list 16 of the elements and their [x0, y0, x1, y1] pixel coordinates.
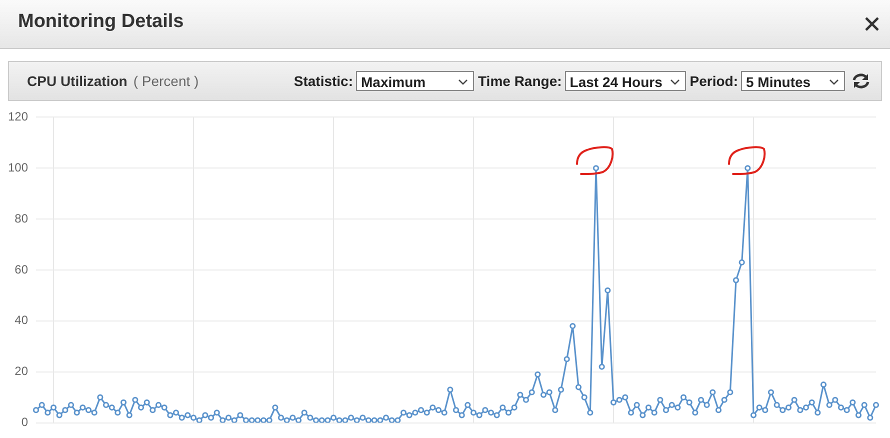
- text: Period:: [690, 73, 738, 89]
- y-tick-label: 20: [14, 364, 28, 378]
- y-tick-label: 60: [14, 262, 28, 276]
- y-tick-label: 40: [14, 313, 28, 328]
- text: Statistic:: [294, 73, 353, 89]
- y-tick-label: 120: [8, 110, 28, 124]
- text: Maximum: [361, 74, 426, 90]
- text: 5 Minutes: [746, 74, 811, 90]
- chart-subtitle: CPU Utilization: [27, 73, 128, 89]
- y-tick-label: 80: [14, 211, 28, 226]
- y-tick-label: 100: [8, 160, 28, 174]
- text: Last 24 Hours: [570, 74, 662, 90]
- y-tick-label: 0: [21, 415, 28, 430]
- chart-title: Monitoring Details: [18, 11, 184, 33]
- text: Time Range:: [478, 73, 562, 89]
- y-axis-title: ( Percent ): [133, 73, 199, 89]
